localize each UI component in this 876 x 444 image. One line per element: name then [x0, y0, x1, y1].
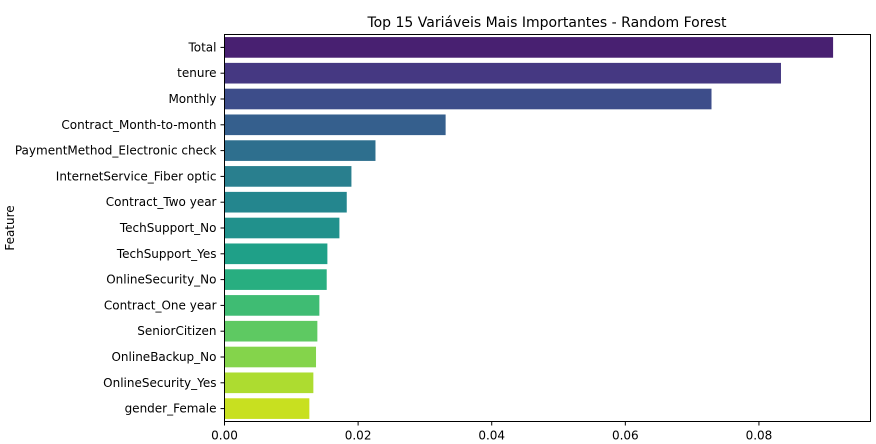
y-tick-label: Monthly: [168, 92, 216, 106]
bar-total: [224, 37, 834, 58]
y-tick-label: OnlineSecurity_Yes: [103, 376, 216, 390]
y-tick-label: TechSupport_No: [119, 221, 217, 235]
y-tick-label: SeniorCitizen: [137, 324, 216, 338]
x-tick-label: 0.04: [478, 429, 505, 443]
bar-gender-female: [224, 398, 310, 419]
bar-techsupport-no: [224, 217, 340, 239]
y-tick-label: InternetService_Fiber optic: [56, 169, 217, 183]
chart-title: Top 15 Variáveis Mais Importantes - Rand…: [366, 15, 727, 31]
bar-contract-one-year: [224, 295, 320, 316]
y-tick-label: gender_Female: [125, 402, 217, 416]
y-tick-label: Total: [187, 40, 216, 54]
bar-paymentmethod-electronic-check: [224, 140, 376, 161]
y-tick-label: Contract_Month-to-month: [61, 118, 216, 132]
bar-techsupport-yes: [224, 243, 328, 265]
bar-tenure: [224, 62, 781, 84]
y-axis-label: Feature: [3, 205, 17, 250]
bar-contract-two-year: [224, 191, 347, 213]
plot-area-frame: [224, 34, 871, 422]
x-ticks: 0.00 0.02 0.04 0.06 0.08: [211, 421, 773, 443]
y-tick-label: tenure: [177, 66, 216, 80]
y-tick-label: Contract_One year: [104, 298, 217, 312]
bar-monthly: [224, 88, 712, 110]
y-tick-label: PaymentMethod_Electronic check: [15, 144, 217, 158]
bar-onlinesecurity-yes: [224, 372, 314, 394]
bar-seniorcitizen: [224, 320, 318, 342]
bar-contract-month-to-month: [224, 114, 446, 136]
y-tick-label: OnlineBackup_No: [111, 350, 216, 364]
bar-onlinesecurity-no: [224, 269, 327, 290]
x-tick-label: 0.02: [345, 429, 372, 443]
y-tick-label: OnlineSecurity_No: [106, 273, 216, 287]
y-tick-label: Contract_Two year: [106, 195, 217, 209]
x-tick-label: 0.00: [211, 429, 238, 443]
x-tick-label: 0.08: [746, 429, 773, 443]
bars-group: [224, 37, 834, 419]
y-tick-labels: Total tenure Monthly Contract_Month-to-mont…: [15, 40, 225, 416]
bar-internetservice-fiber-optic: [224, 166, 352, 187]
bar-onlinebackup-no: [224, 346, 317, 368]
y-tick-label: TechSupport_Yes: [116, 247, 217, 261]
x-tick-label: 0.06: [612, 429, 639, 443]
